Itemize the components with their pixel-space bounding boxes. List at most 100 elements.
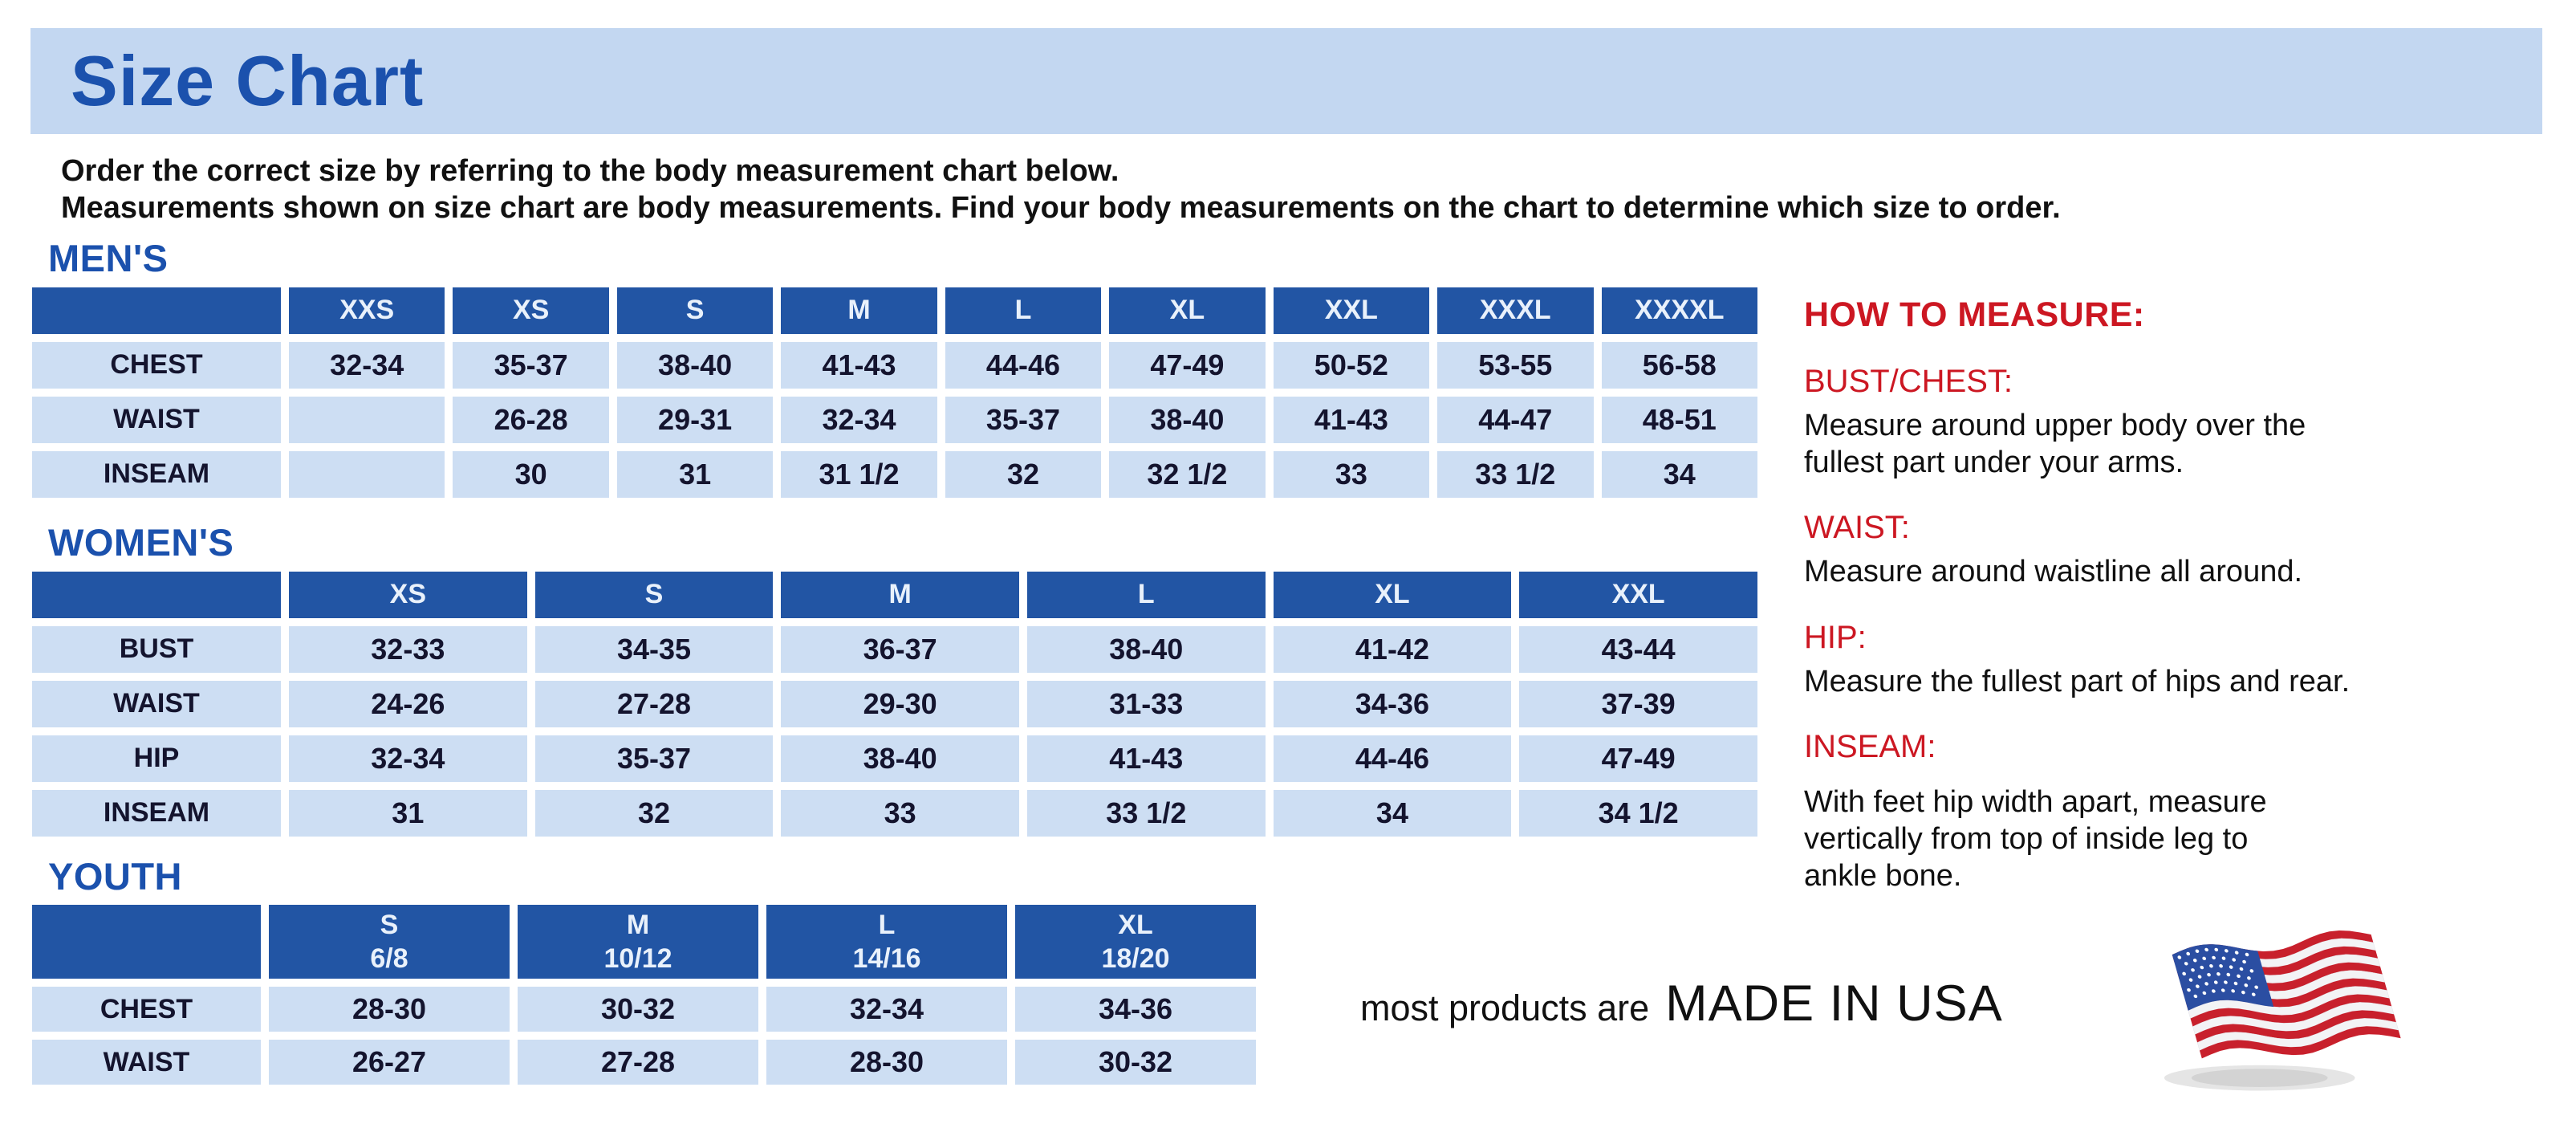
table-cell: 41-43	[1026, 735, 1266, 782]
measure-item-label: INSEAM:	[1804, 729, 1936, 765]
column-header-cell: XS	[289, 571, 527, 618]
table-cell: 53-55	[1437, 341, 1594, 389]
table-cell: 41-43	[781, 341, 937, 389]
table-cell: 44-46	[945, 341, 1102, 389]
table-cell: 44-46	[1273, 735, 1512, 782]
table-cell: 41-42	[1273, 625, 1512, 673]
table-cell: 34-36	[1273, 680, 1512, 727]
table-cell: 38-40	[1026, 625, 1266, 673]
table-cell: 27-28	[518, 1040, 758, 1085]
table-header-row: XXS XS S M L XL XXL XXXL XXXXL	[32, 287, 1757, 334]
table-cell: 34 1/2	[1519, 789, 1757, 837]
column-header-cell: XXS	[289, 287, 445, 334]
measure-item-text: Measure around waistline all around.	[1804, 554, 2526, 591]
measure-text-line: vertically from top of inside leg to	[1804, 821, 2249, 856]
measure-item-text: Measure around upper body over the fulle…	[1804, 408, 2526, 481]
intro-line-1: Order the correct size by referring to t…	[61, 154, 1119, 188]
table-row: WAIST 26-27 27-28 28-30 30-32	[32, 1040, 1256, 1085]
table-cell: 56-58	[1601, 341, 1757, 389]
table-cell: 33	[781, 789, 1019, 837]
column-header-range: 6/8	[370, 943, 408, 975]
measure-item-text: Measure the fullest part of hips and rea…	[1804, 664, 2526, 701]
table-cell: 31	[616, 450, 774, 498]
table-row: INSEAM 30 31 31 1/2 32 32 1/2 33 33 1/2 …	[32, 450, 1757, 498]
column-header-cell: M	[781, 571, 1019, 618]
table-cell: 32-34	[766, 987, 1007, 1032]
column-header-cell: L	[1026, 571, 1266, 618]
intro-line-2: Measurements shown on size chart are bod…	[61, 190, 2061, 225]
table-cell: 31	[289, 789, 527, 837]
column-header-range: 18/20	[1101, 943, 1170, 975]
youth-size-table: S 6/8 M 10/12 L 14/16 XL 18/20 CHEST 28-…	[24, 897, 1264, 1093]
section-heading-youth: YOUTH	[48, 854, 182, 898]
table-cell: 31 1/2	[781, 450, 937, 498]
table-cell: 41-43	[1273, 396, 1430, 443]
table-row: INSEAM 31 32 33 33 1/2 34 34 1/2	[32, 789, 1757, 837]
section-heading-womens: WOMEN'S	[48, 520, 234, 564]
table-cell: 33	[1273, 450, 1430, 498]
table-cell: 26-28	[453, 396, 609, 443]
intro-text: Order the correct size by referring to t…	[61, 153, 2576, 226]
measure-text-line: fullest part under your arms.	[1804, 445, 2184, 479]
table-cell: 29-30	[781, 680, 1019, 727]
column-header-cell: M	[781, 287, 937, 334]
table-cell: 24-26	[289, 680, 527, 727]
table-cell: 35-37	[453, 341, 609, 389]
table-cell: 38-40	[781, 735, 1019, 782]
column-header-cell: XXXL	[1437, 287, 1594, 334]
table-cell: 33 1/2	[1026, 789, 1266, 837]
table-cell: 32-34	[781, 396, 937, 443]
table-cell: 28-30	[766, 1040, 1007, 1085]
table-row: WAIST 26-28 29-31 32-34 35-37 38-40 41-4…	[32, 396, 1757, 443]
table-cell: 32	[945, 450, 1102, 498]
column-header-cell: XXL	[1273, 287, 1430, 334]
column-header-cell: XS	[453, 287, 609, 334]
row-label-cell: WAIST	[32, 396, 281, 443]
page-title: Size Chart	[71, 41, 425, 120]
column-header-cell: XL	[1109, 287, 1266, 334]
table-cell: 27-28	[534, 680, 774, 727]
row-label-cell: WAIST	[32, 680, 281, 727]
column-header-size: XL	[1118, 909, 1153, 940]
table-row: CHEST 32-34 35-37 38-40 41-43 44-46 47-4…	[32, 341, 1757, 389]
corner-header-cell	[32, 571, 281, 618]
table-row: CHEST 28-30 30-32 32-34 34-36	[32, 987, 1256, 1032]
table-cell: 30-32	[518, 987, 758, 1032]
row-label-cell: CHEST	[32, 987, 261, 1032]
measure-text-line: Measure the fullest part of hips and rea…	[1804, 664, 2350, 698]
table-cell: 30-32	[1015, 1040, 1256, 1085]
how-to-measure-panel: HOW TO MEASURE: BUST/CHEST: Measure arou…	[1804, 295, 2526, 894]
corner-header-cell	[32, 905, 261, 979]
column-header-cell: XL	[1273, 571, 1512, 618]
corner-header-cell	[32, 287, 281, 334]
column-header-size: L	[878, 909, 896, 940]
column-header-size: S	[380, 909, 399, 940]
table-cell: 30	[453, 450, 609, 498]
table-header-row: S 6/8 M 10/12 L 14/16 XL 18/20	[32, 905, 1256, 979]
table-cell	[289, 396, 445, 443]
column-header-range: 14/16	[852, 943, 921, 975]
made-in-usa-prefix: most products are	[1360, 987, 1650, 1028]
column-header-cell: S	[534, 571, 774, 618]
measure-item-label: HIP:	[1804, 619, 1867, 655]
row-label-cell: HIP	[32, 735, 281, 782]
table-cell: 32-33	[289, 625, 527, 673]
table-cell: 33 1/2	[1437, 450, 1594, 498]
column-header-cell: S	[616, 287, 774, 334]
table-row: BUST 32-33 34-35 36-37 38-40 41-42 43-44	[32, 625, 1757, 673]
table-cell: 32-34	[289, 735, 527, 782]
table-cell: 38-40	[1109, 396, 1266, 443]
column-header-cell: L	[945, 287, 1102, 334]
column-header-range: 10/12	[603, 943, 672, 975]
measure-text-line: ankle bone.	[1804, 858, 1962, 893]
row-label-cell: INSEAM	[32, 450, 281, 498]
table-cell: 48-51	[1601, 396, 1757, 443]
table-header-row: XS S M L XL XXL	[32, 571, 1757, 618]
column-header-size: M	[626, 909, 650, 940]
table-cell: 31-33	[1026, 680, 1266, 727]
row-label-cell: INSEAM	[32, 789, 281, 837]
table-cell: 35-37	[945, 396, 1102, 443]
table-cell: 37-39	[1519, 680, 1757, 727]
table-cell: 32-34	[289, 341, 445, 389]
